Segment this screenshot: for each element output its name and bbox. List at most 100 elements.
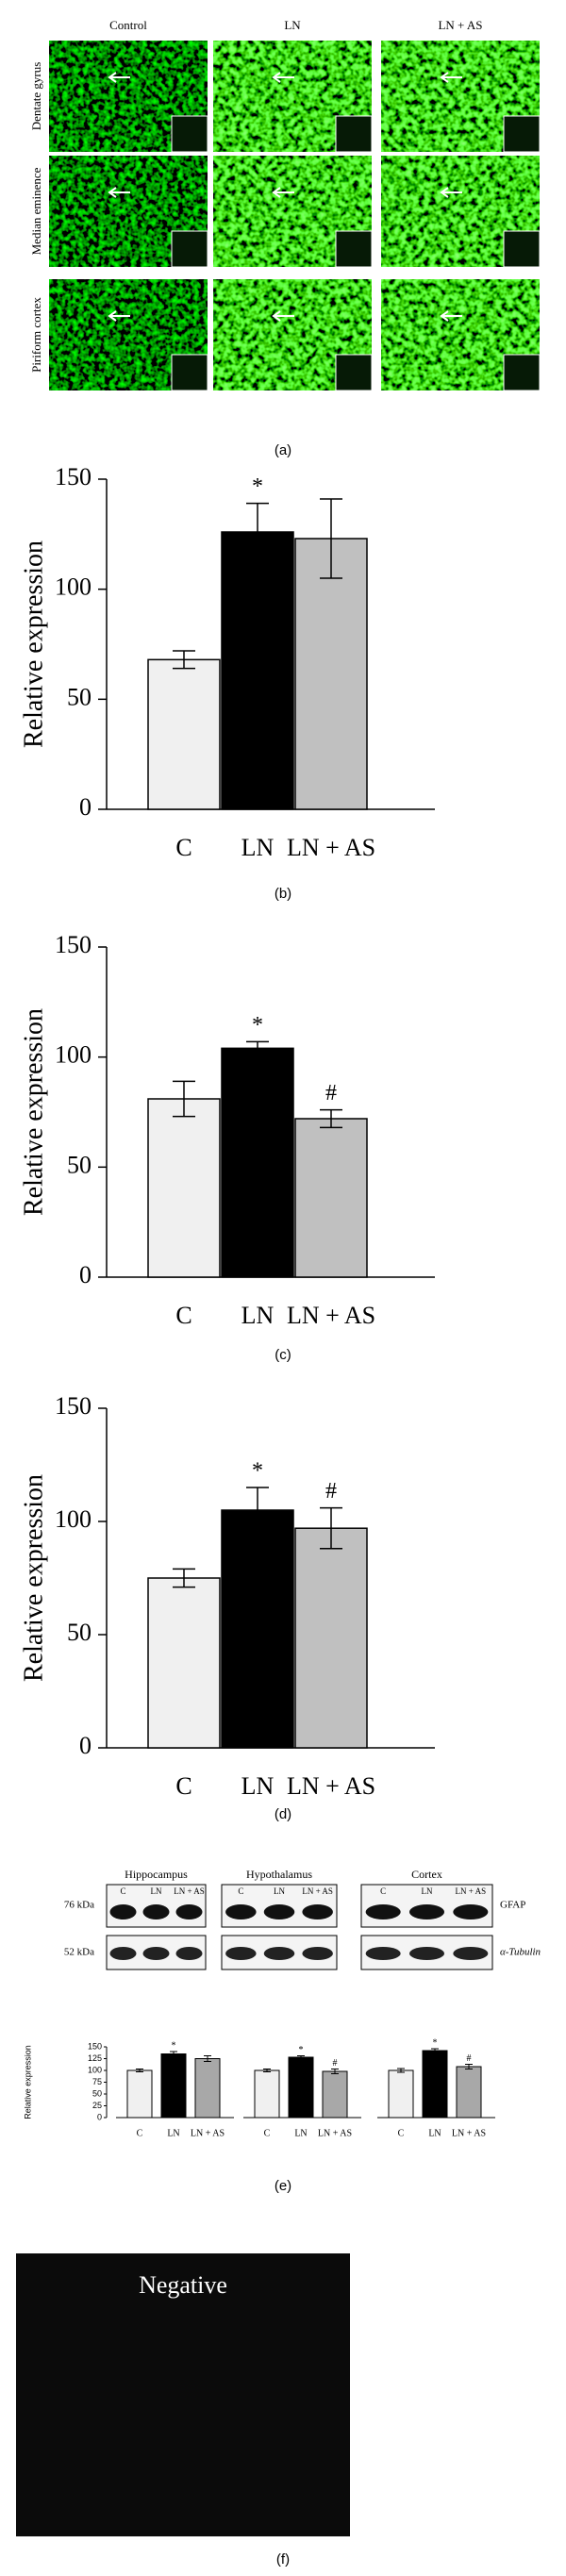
lane-label: LN + AS xyxy=(174,1886,205,1896)
bar xyxy=(221,531,294,810)
lane-label: LN + AS xyxy=(456,1886,487,1896)
error-bar xyxy=(320,1108,342,1129)
protein-label: GFAP xyxy=(500,1900,525,1911)
x-tick-label: C xyxy=(175,1302,191,1329)
bar xyxy=(147,1577,221,1749)
lane-label: C xyxy=(380,1886,386,1896)
y-axis-label: Relative expression xyxy=(19,540,48,748)
blot-heading: Cortex xyxy=(411,1868,442,1881)
inset xyxy=(335,115,373,153)
y-tick-label: 150 xyxy=(88,2041,102,2051)
y-tick-label: 50 xyxy=(92,2088,102,2098)
y-tick-label: 150 xyxy=(55,1392,92,1420)
y-tick-label: 150 xyxy=(55,463,92,490)
lane-label: LN xyxy=(422,1886,433,1896)
lane-label: LN + AS xyxy=(302,1886,333,1896)
y-tick-label: 0 xyxy=(79,1261,92,1288)
arrow xyxy=(440,310,462,322)
x-tick-label: LN xyxy=(167,2128,179,2138)
error-bar xyxy=(331,2069,339,2074)
caption: (d) xyxy=(275,1806,291,1822)
x-tick-label: LN + AS xyxy=(452,2128,486,2138)
bar xyxy=(221,1509,294,1749)
error-bar xyxy=(320,1506,342,1550)
bar xyxy=(147,658,221,810)
row-label: Median eminence xyxy=(29,167,43,255)
bar xyxy=(456,2066,482,2119)
size-marker: 52 kDa xyxy=(64,1947,94,1958)
y-tick-label: 100 xyxy=(55,573,92,601)
bar xyxy=(221,1047,294,1278)
band xyxy=(175,1904,203,1920)
significance-marker: # xyxy=(467,2053,472,2064)
bar xyxy=(294,538,368,810)
inset xyxy=(503,230,541,268)
x-tick-label: C xyxy=(175,1772,191,1800)
y-tick-label: 150 xyxy=(55,931,92,958)
y-tick-label: 100 xyxy=(55,1041,92,1069)
x-tick-label: C xyxy=(175,834,191,861)
y-tick-label: 0 xyxy=(79,793,92,821)
column-label: Control xyxy=(109,18,147,32)
x-tick-label: LN xyxy=(428,2128,441,2138)
significance-marker: * xyxy=(252,1013,263,1038)
x-tick-label: C xyxy=(398,2128,405,2138)
inset xyxy=(503,115,541,153)
x-tick-label: LN xyxy=(241,834,275,861)
protein-label: α-Tubulin xyxy=(500,1947,541,1958)
significance-marker: * xyxy=(252,1459,263,1484)
band xyxy=(225,1904,257,1920)
lane-label: LN xyxy=(274,1886,285,1896)
y-tick-label: 125 xyxy=(88,2053,102,2063)
error-bar xyxy=(246,502,269,562)
caption: (a) xyxy=(275,442,291,458)
x-tick-label: LN + AS xyxy=(287,1302,375,1329)
column-label: LN xyxy=(284,18,301,32)
error-bar xyxy=(465,2064,473,2069)
arrow xyxy=(440,72,462,83)
error-bar xyxy=(170,2051,177,2057)
blot-heading: Hippocampus xyxy=(125,1868,188,1881)
inset xyxy=(503,354,541,391)
inset xyxy=(171,230,208,268)
bar xyxy=(294,1118,368,1278)
negative-label: Negative xyxy=(139,2271,227,2299)
negative-panel xyxy=(16,2253,350,2536)
error-bar xyxy=(297,2055,305,2059)
lane-label: LN xyxy=(151,1886,162,1896)
y-tick-label: 25 xyxy=(92,2101,102,2110)
x-tick-label: LN xyxy=(241,1772,275,1800)
band xyxy=(142,1904,170,1920)
y-tick-label: 75 xyxy=(92,2077,102,2086)
error-bar xyxy=(263,2069,271,2072)
bar xyxy=(388,2069,414,2119)
significance-marker: * xyxy=(299,2045,304,2055)
y-axis-label: Relative expression xyxy=(23,2045,32,2119)
arrow xyxy=(108,72,130,83)
error-bar xyxy=(320,498,342,579)
row-label: Dentate gyrus xyxy=(29,62,43,131)
x-tick-label: LN xyxy=(294,2128,307,2138)
bar xyxy=(422,2050,448,2119)
band xyxy=(408,1904,445,1920)
x-tick-label: LN + AS xyxy=(287,1772,375,1800)
column-label: LN + AS xyxy=(438,18,482,32)
band xyxy=(263,1947,295,1960)
band xyxy=(225,1947,257,1960)
error-bar xyxy=(431,2048,439,2053)
band xyxy=(109,1904,137,1920)
significance-marker: * xyxy=(433,2037,438,2048)
band xyxy=(109,1947,137,1960)
error-bar xyxy=(173,650,195,670)
bar xyxy=(322,2070,348,2119)
x-tick-label: LN xyxy=(241,1302,275,1329)
band xyxy=(302,1904,333,1920)
error-bar xyxy=(173,1080,195,1118)
significance-marker: # xyxy=(325,1479,337,1504)
bar xyxy=(294,1527,368,1749)
band xyxy=(365,1904,401,1920)
bar xyxy=(254,2069,280,2119)
x-tick-label: C xyxy=(264,2128,271,2138)
